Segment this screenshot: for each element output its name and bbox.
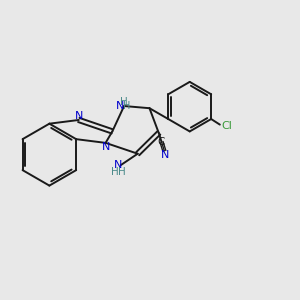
Text: N: N — [102, 142, 111, 152]
Text: H: H — [123, 101, 130, 111]
Text: C: C — [158, 137, 165, 147]
Text: H: H — [120, 97, 128, 107]
Text: N: N — [113, 160, 122, 170]
Text: H: H — [111, 167, 119, 177]
Text: N: N — [161, 150, 169, 160]
Text: H: H — [118, 167, 126, 177]
Text: Cl: Cl — [221, 121, 232, 131]
Text: N: N — [75, 111, 83, 121]
Text: N: N — [116, 101, 124, 111]
